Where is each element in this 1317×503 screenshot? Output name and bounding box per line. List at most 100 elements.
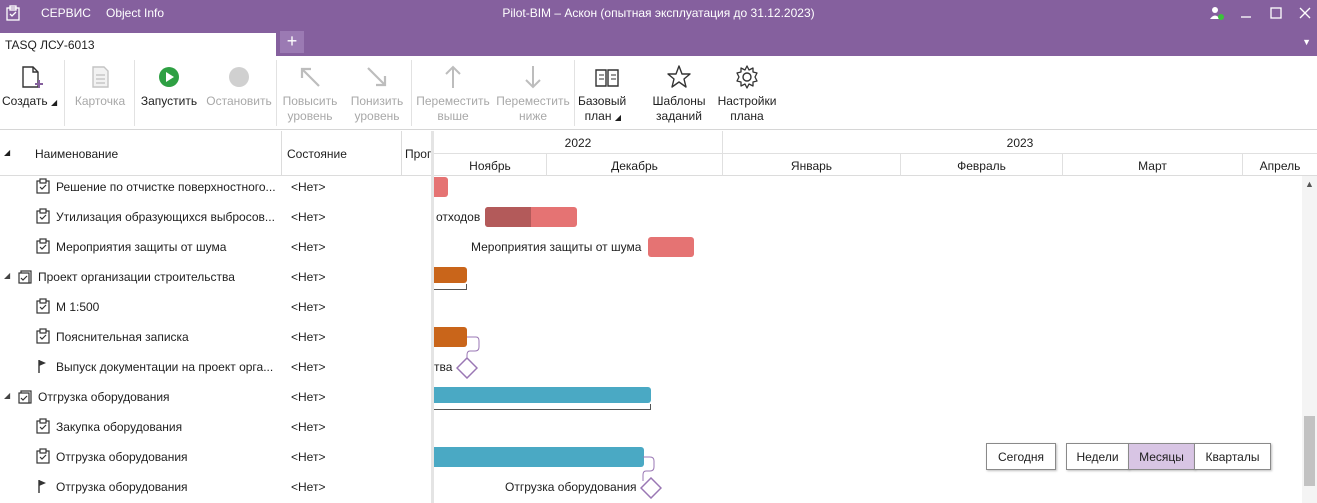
timeline-year: 2022 — [434, 131, 722, 154]
vertical-scrollbar[interactable]: ▲ — [1302, 176, 1317, 503]
table-row[interactable]: Мероприятия защиты от шума <Нет> — [0, 232, 433, 262]
stop-icon — [229, 67, 249, 87]
minimize-icon[interactable] — [1236, 4, 1256, 22]
timeline-month: Декабрь — [546, 154, 722, 176]
table-row-group[interactable]: ◢ Отгрузка оборудования <Нет> — [0, 382, 433, 412]
menu-service[interactable]: СЕРВИС — [41, 6, 91, 20]
gantt-milestone[interactable] — [456, 357, 478, 379]
templates-button[interactable]: Шаблоны заданий — [646, 56, 712, 130]
task-icon — [36, 328, 50, 344]
task-state: <Нет> — [291, 360, 326, 374]
today-button[interactable]: Сегодня — [986, 443, 1056, 470]
months-button[interactable]: Месяцы — [1128, 443, 1195, 470]
task-state: <Нет> — [291, 450, 326, 464]
collapse-icon[interactable]: ◢ — [4, 271, 11, 280]
tab-tasq[interactable]: TASQ ЛСУ-6013 — [0, 33, 276, 56]
pane-splitter[interactable] — [431, 131, 434, 503]
task-state: <Нет> — [291, 330, 326, 344]
gantt-group-bar[interactable] — [434, 267, 467, 283]
task-icon — [36, 208, 50, 224]
column-separator[interactable] — [281, 131, 282, 176]
title-bar: СЕРВИС Object Info Pilot-BIM – Аскон (оп… — [0, 0, 1317, 28]
task-state: <Нет> — [291, 420, 326, 434]
book-icon — [595, 69, 619, 87]
task-state: <Нет> — [291, 210, 326, 224]
create-button[interactable]: Создать ◢ — [0, 56, 62, 130]
stop-button[interactable]: Остановить — [204, 56, 274, 130]
ribbon-separator — [574, 60, 575, 126]
menu-object-info[interactable]: Object Info — [106, 6, 165, 20]
task-state: <Нет> — [291, 270, 326, 284]
lower-level-button[interactable]: Понизить уровень — [346, 56, 408, 130]
task-name: Утилизация образующихся выбросов... — [56, 210, 275, 224]
column-state[interactable]: Состояние — [287, 147, 347, 161]
ribbon-separator — [411, 60, 412, 126]
table-row[interactable]: М 1:500 <Нет> — [0, 292, 433, 322]
gantt-group-bracket — [434, 284, 467, 290]
create-dropdown-icon: ◢ — [50, 98, 58, 107]
add-tab-button[interactable]: + — [280, 31, 304, 53]
task-name: Отгрузка оборудования — [56, 480, 188, 494]
move-up-button[interactable]: Переместить выше — [414, 56, 492, 130]
play-icon — [159, 67, 179, 87]
gantt-task-bar[interactable] — [485, 207, 577, 227]
plan-settings-button[interactable]: Настройки плана — [714, 56, 780, 130]
table-row[interactable]: Пояснительная записка <Нет> — [0, 322, 433, 352]
templates-label-2: заданий — [656, 109, 702, 123]
gantt-task-label: тва — [434, 360, 453, 374]
move-up-label-1: Переместить — [416, 94, 490, 108]
weeks-button[interactable]: Недели — [1066, 443, 1129, 470]
settings-label-1: Настройки — [717, 94, 777, 108]
lower-label-2: уровень — [354, 109, 400, 123]
gantt-task-bar[interactable] — [434, 447, 644, 467]
raise-label-2: уровень — [287, 109, 333, 123]
close-icon[interactable] — [1295, 4, 1315, 22]
raise-level-button[interactable]: Повысить уровень — [280, 56, 340, 130]
dependency-arrow — [642, 456, 655, 481]
quarters-button[interactable]: Кварталы — [1194, 443, 1271, 470]
task-group-icon — [18, 390, 32, 404]
task-state: <Нет> — [291, 390, 326, 404]
table-row-group[interactable]: ◢ Проект организации строительства <Нет> — [0, 262, 433, 292]
table-row[interactable]: Отгрузка оборудования <Нет> — [0, 472, 433, 502]
table-row[interactable]: Закупка оборудования <Нет> — [0, 412, 433, 442]
table-row[interactable]: Утилизация образующихся выбросов... <Нет… — [0, 202, 433, 232]
gantt-group-bracket — [434, 404, 651, 410]
gantt-group-bar[interactable] — [434, 387, 651, 403]
start-button[interactable]: Запустить — [138, 56, 200, 130]
gantt-task-bar[interactable] — [434, 327, 467, 347]
task-icon — [36, 448, 50, 464]
gantt-task-label: Мероприятия защиты от шума — [471, 240, 642, 254]
card-icon — [92, 66, 109, 88]
timeline-month: Ноябрь — [434, 154, 546, 176]
new-document-icon — [22, 66, 43, 88]
card-label: Карточка — [74, 94, 126, 108]
baseline-label-1: Базовый — [578, 94, 627, 108]
app-logo-icon — [6, 5, 20, 21]
gantt-milestone[interactable] — [640, 477, 662, 499]
card-button[interactable]: Карточка — [70, 56, 130, 130]
scroll-up-icon[interactable]: ▲ — [1305, 179, 1314, 189]
column-separator[interactable] — [401, 131, 402, 176]
maximize-icon[interactable] — [1266, 4, 1286, 22]
scrollbar-thumb[interactable] — [1304, 416, 1315, 486]
column-progress[interactable]: Прог — [405, 147, 431, 161]
ribbon-separator — [276, 60, 277, 126]
table-row[interactable]: Решение по отчистке поверхностного... <Н… — [0, 176, 433, 202]
gantt-task-bar[interactable] — [434, 177, 448, 197]
gantt-chart[interactable]: 2022 2023 Ноябрь Декабрь Январь Февраль … — [434, 131, 1317, 503]
table-row[interactable]: Отгрузка оборудования <Нет> — [0, 442, 433, 472]
move-down-button[interactable]: Переместить ниже — [494, 56, 572, 130]
collapse-icon[interactable]: ◢ — [4, 391, 11, 400]
arrow-down-icon — [525, 66, 541, 89]
column-name[interactable]: Наименование — [35, 147, 119, 161]
tab-list-dropdown-icon[interactable]: ▼ — [1302, 37, 1311, 47]
move-up-label-2: выше — [437, 109, 469, 123]
timeline-month: Январь — [722, 154, 900, 176]
user-status-icon[interactable] — [1206, 4, 1226, 22]
table-row[interactable]: Выпуск документации на проект орга... <Н… — [0, 352, 433, 382]
collapse-all-icon[interactable]: ◢ — [4, 148, 11, 157]
gantt-task-bar[interactable] — [648, 237, 694, 257]
baseline-button[interactable]: Базовый план ◢ — [576, 56, 638, 130]
task-group-icon — [18, 270, 32, 284]
